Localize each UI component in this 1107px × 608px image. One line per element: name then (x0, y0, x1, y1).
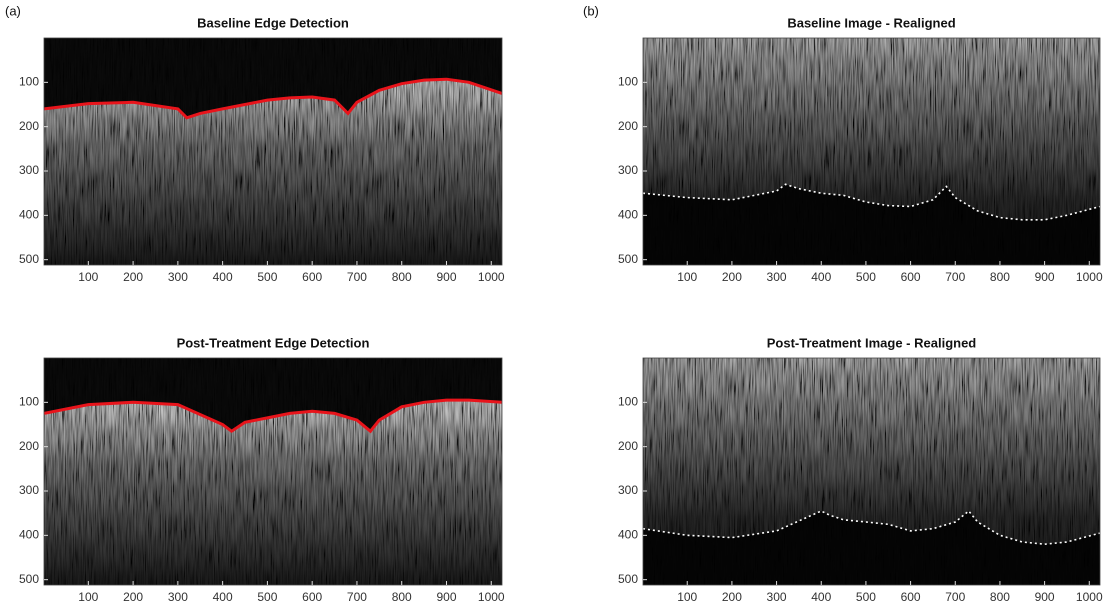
image (44, 358, 502, 585)
x-tick-label: 100 (78, 270, 98, 284)
y-tick-label: 400 (19, 208, 39, 222)
x-tick-label: 500 (856, 270, 876, 284)
x-tick-label: 600 (901, 270, 921, 284)
axes-box (642, 37, 1101, 266)
x-tick-label: 200 (123, 590, 143, 604)
y-tick-label: 100 (618, 75, 638, 89)
chart-title: Post-Treatment Image - Realigned (767, 335, 977, 350)
x-tick-label: 500 (257, 270, 277, 284)
axes-box (43, 357, 503, 586)
y-tick-label: 100 (19, 75, 39, 89)
axes-box (43, 37, 503, 266)
y-tick-label: 500 (19, 252, 39, 266)
x-tick-label: 300 (767, 270, 787, 284)
y-tick-label: 200 (618, 439, 638, 453)
y-tick-label: 500 (19, 572, 39, 586)
y-tick-label: 300 (19, 483, 39, 497)
panel: 100 200 300 400 500 600 700 800 900 1000 100 200 300… (618, 335, 1103, 604)
y-tick-label: 300 (618, 163, 638, 177)
edge-line (44, 398, 502, 434)
x-tick-label: 700 (945, 270, 965, 284)
chart-title: Post-Treatment Edge Detection (177, 335, 370, 350)
x-tick-label: 400 (213, 270, 233, 284)
x-tick-label: 1000 (478, 270, 505, 284)
x-tick-label: 600 (302, 270, 322, 284)
y-tick-label: 200 (618, 119, 638, 133)
x-tick-label: 1000 (1076, 590, 1103, 604)
y-tick-label: 500 (618, 572, 638, 586)
image (643, 38, 1100, 265)
x-tick-label: 200 (722, 270, 742, 284)
y-tick-label: 400 (618, 208, 638, 222)
x-tick-label: 500 (257, 590, 277, 604)
image (643, 358, 1100, 585)
x-tick-label: 900 (1035, 590, 1055, 604)
x-tick-label: 800 (392, 270, 412, 284)
panel: 100 200 300 400 500 600 700 800 900 1000 100 200 300… (583, 3, 1103, 284)
y-tick-label: 500 (618, 252, 638, 266)
x-tick-label: 700 (347, 270, 367, 284)
x-tick-label: 900 (436, 270, 456, 284)
speckle (44, 38, 502, 265)
x-tick-label: 200 (722, 590, 742, 604)
panel: 100 200 300 400 500 600 700 800 900 1000 100 200 300… (5, 3, 505, 284)
x-tick-label: 100 (78, 590, 98, 604)
speckle (44, 358, 502, 585)
y-tick-label: 300 (618, 483, 638, 497)
axes-box (642, 357, 1101, 586)
x-tick-label: 600 (302, 590, 322, 604)
x-tick-label: 300 (168, 590, 188, 604)
x-tick-label: 600 (901, 590, 921, 604)
x-tick-label: 700 (347, 590, 367, 604)
x-tick-label: 800 (392, 590, 412, 604)
x-tick-label: 800 (990, 590, 1010, 604)
x-tick-label: 100 (677, 270, 697, 284)
y-tick-label: 300 (19, 163, 39, 177)
edge-line (643, 509, 1100, 546)
image (44, 38, 502, 265)
x-tick-label: 500 (856, 590, 876, 604)
edge-line (44, 77, 502, 120)
x-tick-label: 400 (811, 590, 831, 604)
panel: 100 200 300 400 500 600 700 800 900 1000 100 200 300… (19, 335, 505, 604)
x-tick-label: 1000 (1076, 270, 1103, 284)
y-tick-label: 200 (19, 119, 39, 133)
x-tick-label: 900 (1035, 270, 1055, 284)
x-tick-label: 400 (811, 270, 831, 284)
y-tick-label: 100 (19, 395, 39, 409)
panel-label: (b) (583, 3, 599, 18)
y-tick-label: 200 (19, 439, 39, 453)
chart-title: Baseline Image - Realigned (787, 15, 955, 30)
y-tick-label: 100 (618, 395, 638, 409)
x-tick-label: 300 (767, 590, 787, 604)
x-tick-label: 100 (677, 590, 697, 604)
x-tick-label: 300 (168, 270, 188, 284)
x-tick-label: 700 (945, 590, 965, 604)
chart-title: Baseline Edge Detection (197, 15, 349, 30)
speckle (643, 358, 1100, 585)
y-tick-label: 400 (19, 528, 39, 542)
x-tick-label: 200 (123, 270, 143, 284)
x-tick-label: 400 (213, 590, 233, 604)
edge-line (643, 183, 1100, 221)
x-tick-label: 1000 (478, 590, 505, 604)
speckle (643, 38, 1100, 265)
y-tick-label: 400 (618, 528, 638, 542)
x-tick-label: 800 (990, 270, 1010, 284)
panel-label: (a) (5, 3, 21, 18)
x-tick-label: 900 (436, 590, 456, 604)
